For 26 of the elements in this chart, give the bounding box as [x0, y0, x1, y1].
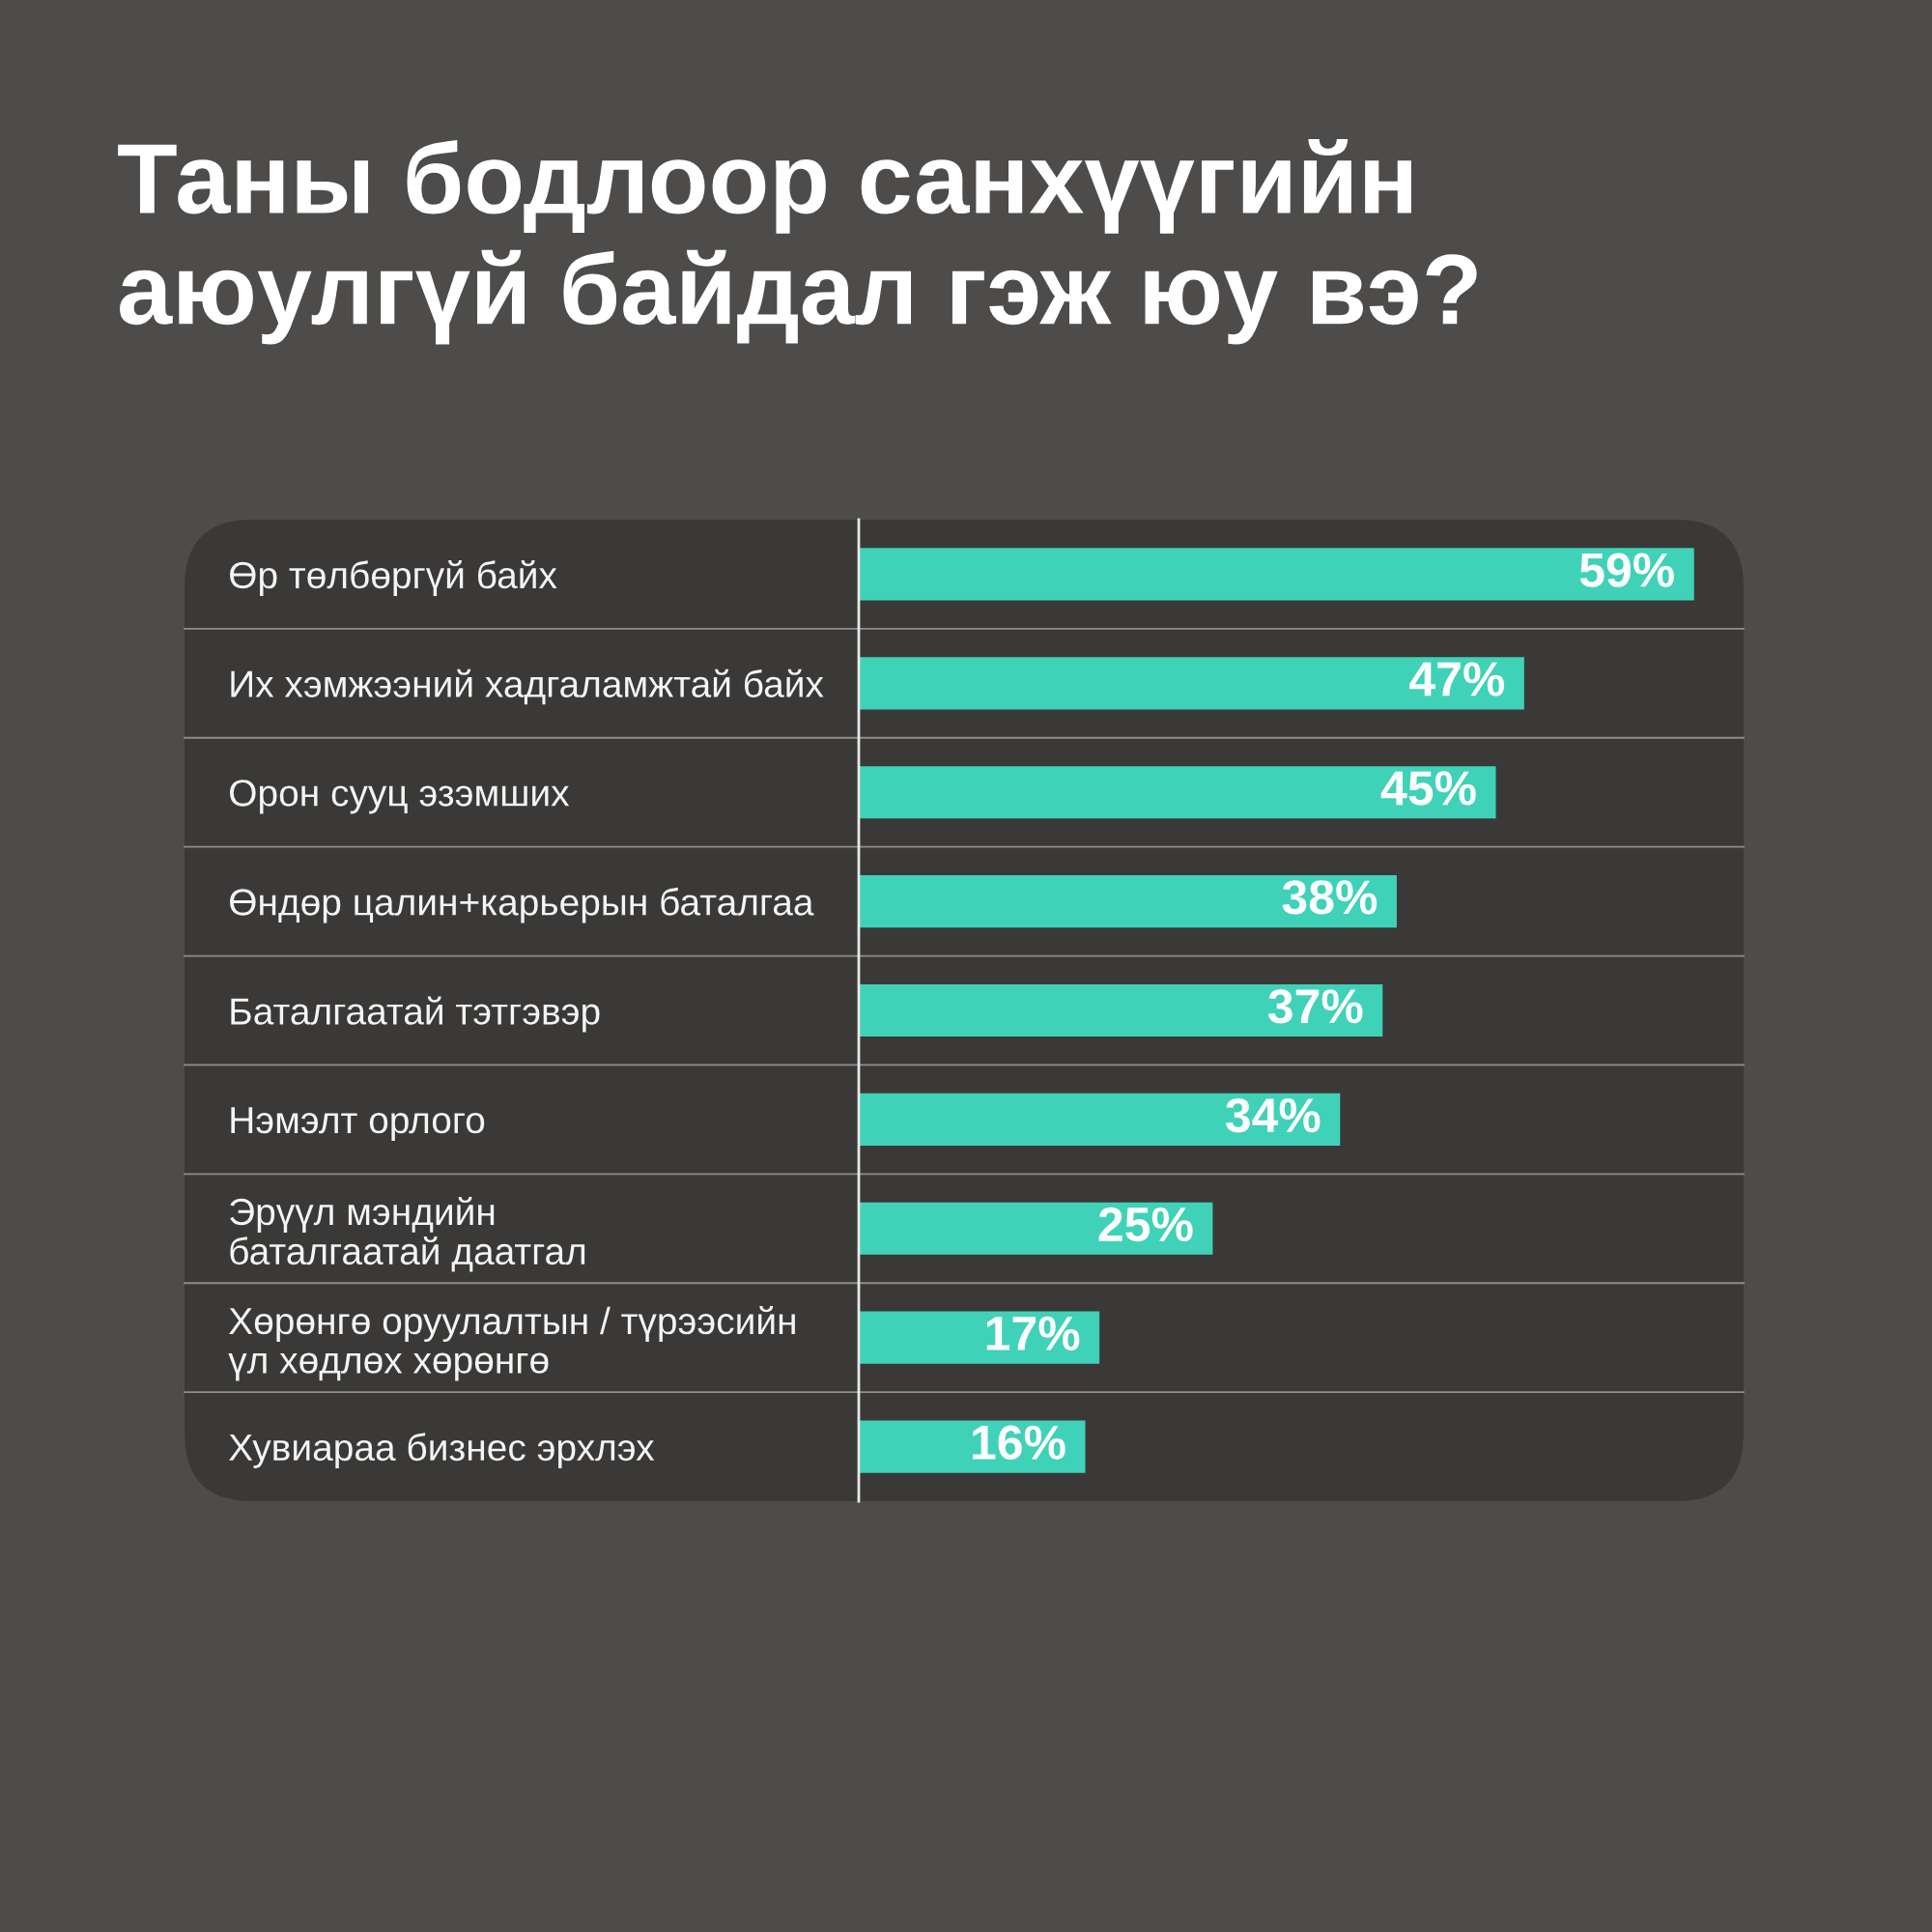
- data-label: 37%: [1267, 989, 1363, 1024]
- data-label: 16%: [973, 1425, 1065, 1460]
- bar: [859, 875, 1397, 928]
- y-tick-label: Хувиараа бизнес эрхлэх: [229, 1433, 655, 1468]
- y-tick-label: Баталгаатай тэтгэвэр: [231, 996, 600, 1033]
- bar: [859, 1202, 1213, 1255]
- y-tick-label: Орон сууц эзэмших: [230, 780, 570, 814]
- data-label: 38%: [1282, 880, 1378, 915]
- y-tick-label: Өр төлбөргүй байх: [230, 560, 557, 596]
- bar: [859, 548, 1694, 601]
- y-tick-label: Их хэмжээний хадгаламжтай байх: [231, 668, 824, 705]
- chart-title: Таны бодлоор санхүүгийн аюулгүй байдал гэж юу вэ?: [118, 139, 1477, 345]
- data-label: 59%: [1579, 553, 1674, 587]
- data-label: 45%: [1380, 771, 1476, 806]
- y-tick-label: Нэмэлт орлого: [231, 1107, 485, 1142]
- bar: [859, 983, 1383, 1037]
- bar: [859, 766, 1496, 819]
- y-tick-label: Өндөр цалин+карьерын баталгаа: [230, 887, 814, 923]
- y-tick-label: Эрүүл мэндийн баталгаатай даатгал: [230, 1197, 585, 1272]
- data-label: 17%: [986, 1316, 1080, 1350]
- data-label: 34%: [1225, 1097, 1321, 1133]
- bar: [859, 1093, 1341, 1146]
- data-label: 25%: [1098, 1207, 1193, 1242]
- bar: [859, 657, 1524, 710]
- y-tick-label: Хөрөнгө оруулалтын / түрээсийн үл хөдлөх хөрөнгө: [228, 1306, 795, 1381]
- data-label: 47%: [1409, 662, 1505, 696]
